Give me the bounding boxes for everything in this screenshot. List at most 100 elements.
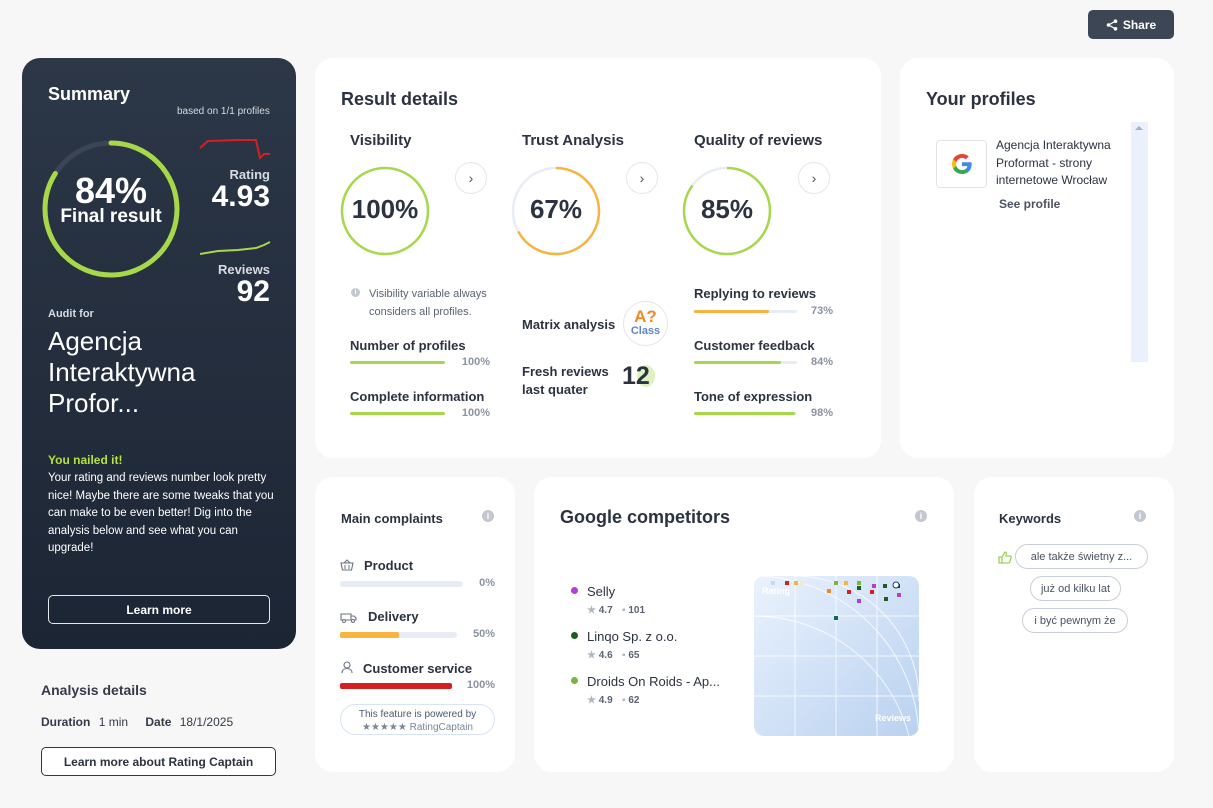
replying-bar [694, 310, 797, 313]
trust-ring [511, 166, 601, 256]
tone-bar [694, 412, 797, 415]
star-icon: ★ [587, 650, 596, 661]
customer-feedback-bar [694, 361, 797, 364]
keyword-chip[interactable]: i być pewnym że [1022, 608, 1128, 633]
competitor-reviews-value: 65 [628, 650, 640, 661]
scroll-up-icon[interactable] [1135, 126, 1143, 130]
quality-title: Quality of reviews [694, 132, 823, 149]
customer-feedback-label: Customer feedback [694, 338, 815, 353]
chevron-right-icon: › [811, 170, 817, 186]
company-name: Agencja Interaktywna Profor... [48, 326, 196, 418]
competitor-point [872, 584, 876, 588]
complaint-delivery-percent: 50% [472, 628, 495, 640]
see-profile-link[interactable]: See profile [999, 197, 1061, 211]
competitor-point [883, 584, 887, 588]
matrix-badge-top: A? [634, 307, 657, 326]
fresh-reviews-value: 12 [622, 362, 650, 390]
complaint-product-percent: 0% [479, 577, 495, 589]
info-icon[interactable]: i [915, 510, 927, 522]
summary-card: Summary based on 1/1 profiles 84% Final … [22, 58, 296, 649]
nailed-title: You nailed it! [48, 453, 123, 467]
competitor-reviews: ▪ 101 [622, 605, 645, 616]
competitor-rating-value: 4.7 [598, 605, 613, 616]
date-value: 18/1/2025 [179, 715, 234, 729]
trust-chevron-button[interactable]: › [626, 162, 658, 194]
competitor-point [844, 581, 848, 585]
summary-title: Summary [48, 84, 131, 104]
complaint-product-label: Product [364, 558, 414, 573]
matrix-badge-bottom: Class [630, 325, 661, 337]
competitor-rating: ★ 4.6 [587, 650, 613, 661]
chevron-right-icon: › [468, 170, 474, 186]
competitor-point [800, 581, 804, 585]
info-icon[interactable]: i [482, 510, 494, 522]
visibility-title: Visibility [350, 132, 412, 149]
thumbs-up-icon [998, 551, 1012, 564]
competitor-point [870, 590, 874, 594]
google-logo [936, 140, 987, 188]
share-button[interactable]: Share [1088, 10, 1174, 39]
tone-label: Tone of expression [694, 389, 813, 404]
comment-icon: ▪ [622, 650, 626, 661]
trust-percent: 67% [529, 194, 583, 224]
final-percent: 84% [74, 170, 148, 211]
powered-by-line2: ★★★★★ RatingCaptain [362, 722, 473, 733]
competitor-point [785, 581, 789, 585]
reviews-value: 92 [236, 275, 270, 308]
duration-value: 1 min [98, 715, 129, 729]
customer-feedback-percent: 84% [810, 356, 833, 368]
competitor-color-dot [571, 587, 578, 594]
powered-by-line1: This feature is powered by [358, 709, 477, 720]
user-icon [341, 661, 353, 674]
tone-percent: 98% [810, 407, 833, 419]
competitor-reviews: ▪ 62 [622, 695, 639, 706]
number-of-profiles-percent: 100% [461, 356, 490, 368]
rating-label: Rating [229, 167, 270, 182]
comment-icon: ▪ [622, 605, 626, 616]
competitor-rating: ★ 4.7 [587, 605, 613, 616]
keyword-chip[interactable]: już od kilku lat [1030, 576, 1121, 601]
share-label: Share [1122, 17, 1157, 32]
competitor-point [897, 593, 901, 597]
visibility-percent: 100% [351, 194, 419, 224]
final-label: Final result [60, 206, 162, 227]
profile-name: Agencja Interaktywna Proformat - strony … [996, 138, 1111, 187]
powered-by-badge: This feature is powered by ★★★★★ RatingC… [340, 704, 495, 735]
competitor-rating-value: 4.9 [598, 695, 613, 706]
keyword-chip[interactable]: ale także świetny z... [1015, 544, 1148, 569]
nailed-text: Your rating and reviews number look pret… [48, 472, 274, 554]
competitor-name: Linqo Sp. z o.o. [587, 629, 678, 644]
chevron-right-icon: › [639, 170, 645, 186]
complaint-customer-service-percent: 100% [466, 679, 495, 691]
competitor-point [834, 581, 838, 585]
competitor-name: Selly [587, 584, 616, 599]
result-details-title: Result details [341, 89, 459, 109]
competitor-rating: ★ 4.9 [587, 695, 613, 706]
star-icon: ★ [587, 695, 596, 706]
rating-sparkline [199, 139, 270, 160]
learn-more-button[interactable]: Learn more [48, 595, 270, 624]
quality-ring [682, 166, 772, 256]
competitor-point [857, 586, 861, 590]
rating-value: 4.93 [211, 180, 270, 213]
learn-more-rating-captain-button[interactable]: Learn more about Rating Captain [41, 747, 276, 776]
matrix-class-badge: A? Class [623, 301, 668, 346]
date-label: Date [145, 715, 172, 729]
info-icon: i [351, 288, 360, 297]
info-icon[interactable]: i [1134, 510, 1146, 522]
quality-percent: 85% [700, 194, 754, 224]
quality-chevron-button[interactable]: › [798, 162, 830, 194]
number-of-profiles-label: Number of profiles [350, 338, 466, 353]
complete-information-percent: 100% [461, 407, 490, 419]
keywords-title: Keywords [999, 511, 1062, 526]
competitor-color-dot [571, 632, 578, 639]
profiles-scrollbar[interactable] [1131, 122, 1148, 362]
visibility-chevron-button[interactable]: › [455, 162, 487, 194]
competitor-point [884, 597, 888, 601]
number-of-profiles-bar [350, 361, 445, 364]
competitor-name: Droids On Roids - Ap... [587, 674, 720, 689]
google-icon [951, 154, 972, 174]
complaint-customer-service-bar [340, 683, 452, 689]
reviews-label: Reviews [217, 262, 270, 277]
competitor-point [857, 599, 861, 603]
